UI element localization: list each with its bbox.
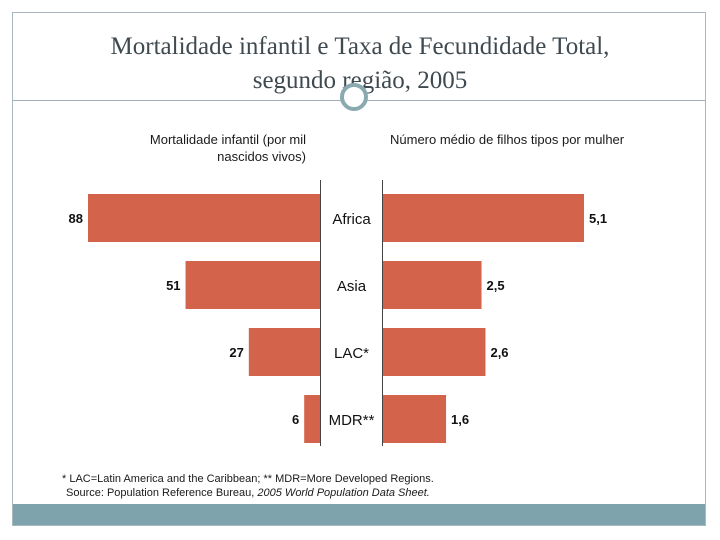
category-label-0: Africa: [332, 211, 371, 228]
right-value-label-1: 2,5: [487, 278, 505, 293]
footnote-source: Source: Population Reference Bureau, 200…: [62, 486, 682, 500]
footnote-abbreviations: * LAC=Latin America and the Caribbean; *…: [62, 473, 434, 485]
left-value-label-1: 51: [166, 278, 180, 293]
left-value-label-2: 27: [229, 345, 243, 360]
category-label-3: MDR**: [329, 412, 375, 429]
left-value-label-0: 88: [69, 211, 83, 226]
right-value-label-0: 5,1: [589, 211, 607, 226]
right-value-label-3: 1,6: [451, 412, 469, 427]
left-bar-0: [88, 194, 320, 242]
right-bar-2: [383, 328, 486, 376]
left-value-label-3: 6: [292, 412, 299, 427]
footnote-source-title: 2005 World Population Data Sheet.: [257, 487, 430, 499]
left-series-title: Mortalidade infantil (por mil nascidos v…: [149, 132, 306, 164]
right-bar-3: [383, 395, 447, 443]
title-line-1: Mortalidade infantil e Taxa de Fecundida…: [110, 33, 610, 60]
right-bar-1: [383, 261, 482, 309]
category-label-1: Asia: [337, 278, 367, 295]
right-value-label-2: 2,6: [490, 345, 508, 360]
left-bar-3: [304, 395, 320, 443]
footnote: * LAC=Latin America and the Caribbean; *…: [62, 472, 682, 500]
title-ring-ornament: [340, 83, 368, 111]
left-bar-1: [185, 261, 320, 309]
left-bar-2: [248, 328, 320, 376]
right-bar-0: [383, 194, 584, 242]
slide-frame: [12, 12, 706, 526]
category-label-2: LAC*: [334, 345, 369, 362]
bottom-accent-bar: [13, 504, 705, 525]
right-series-title: Número médio de filhos tipos por mulher: [390, 132, 625, 147]
footnote-source-prefix: Source: Population Reference Bureau,: [66, 487, 258, 499]
